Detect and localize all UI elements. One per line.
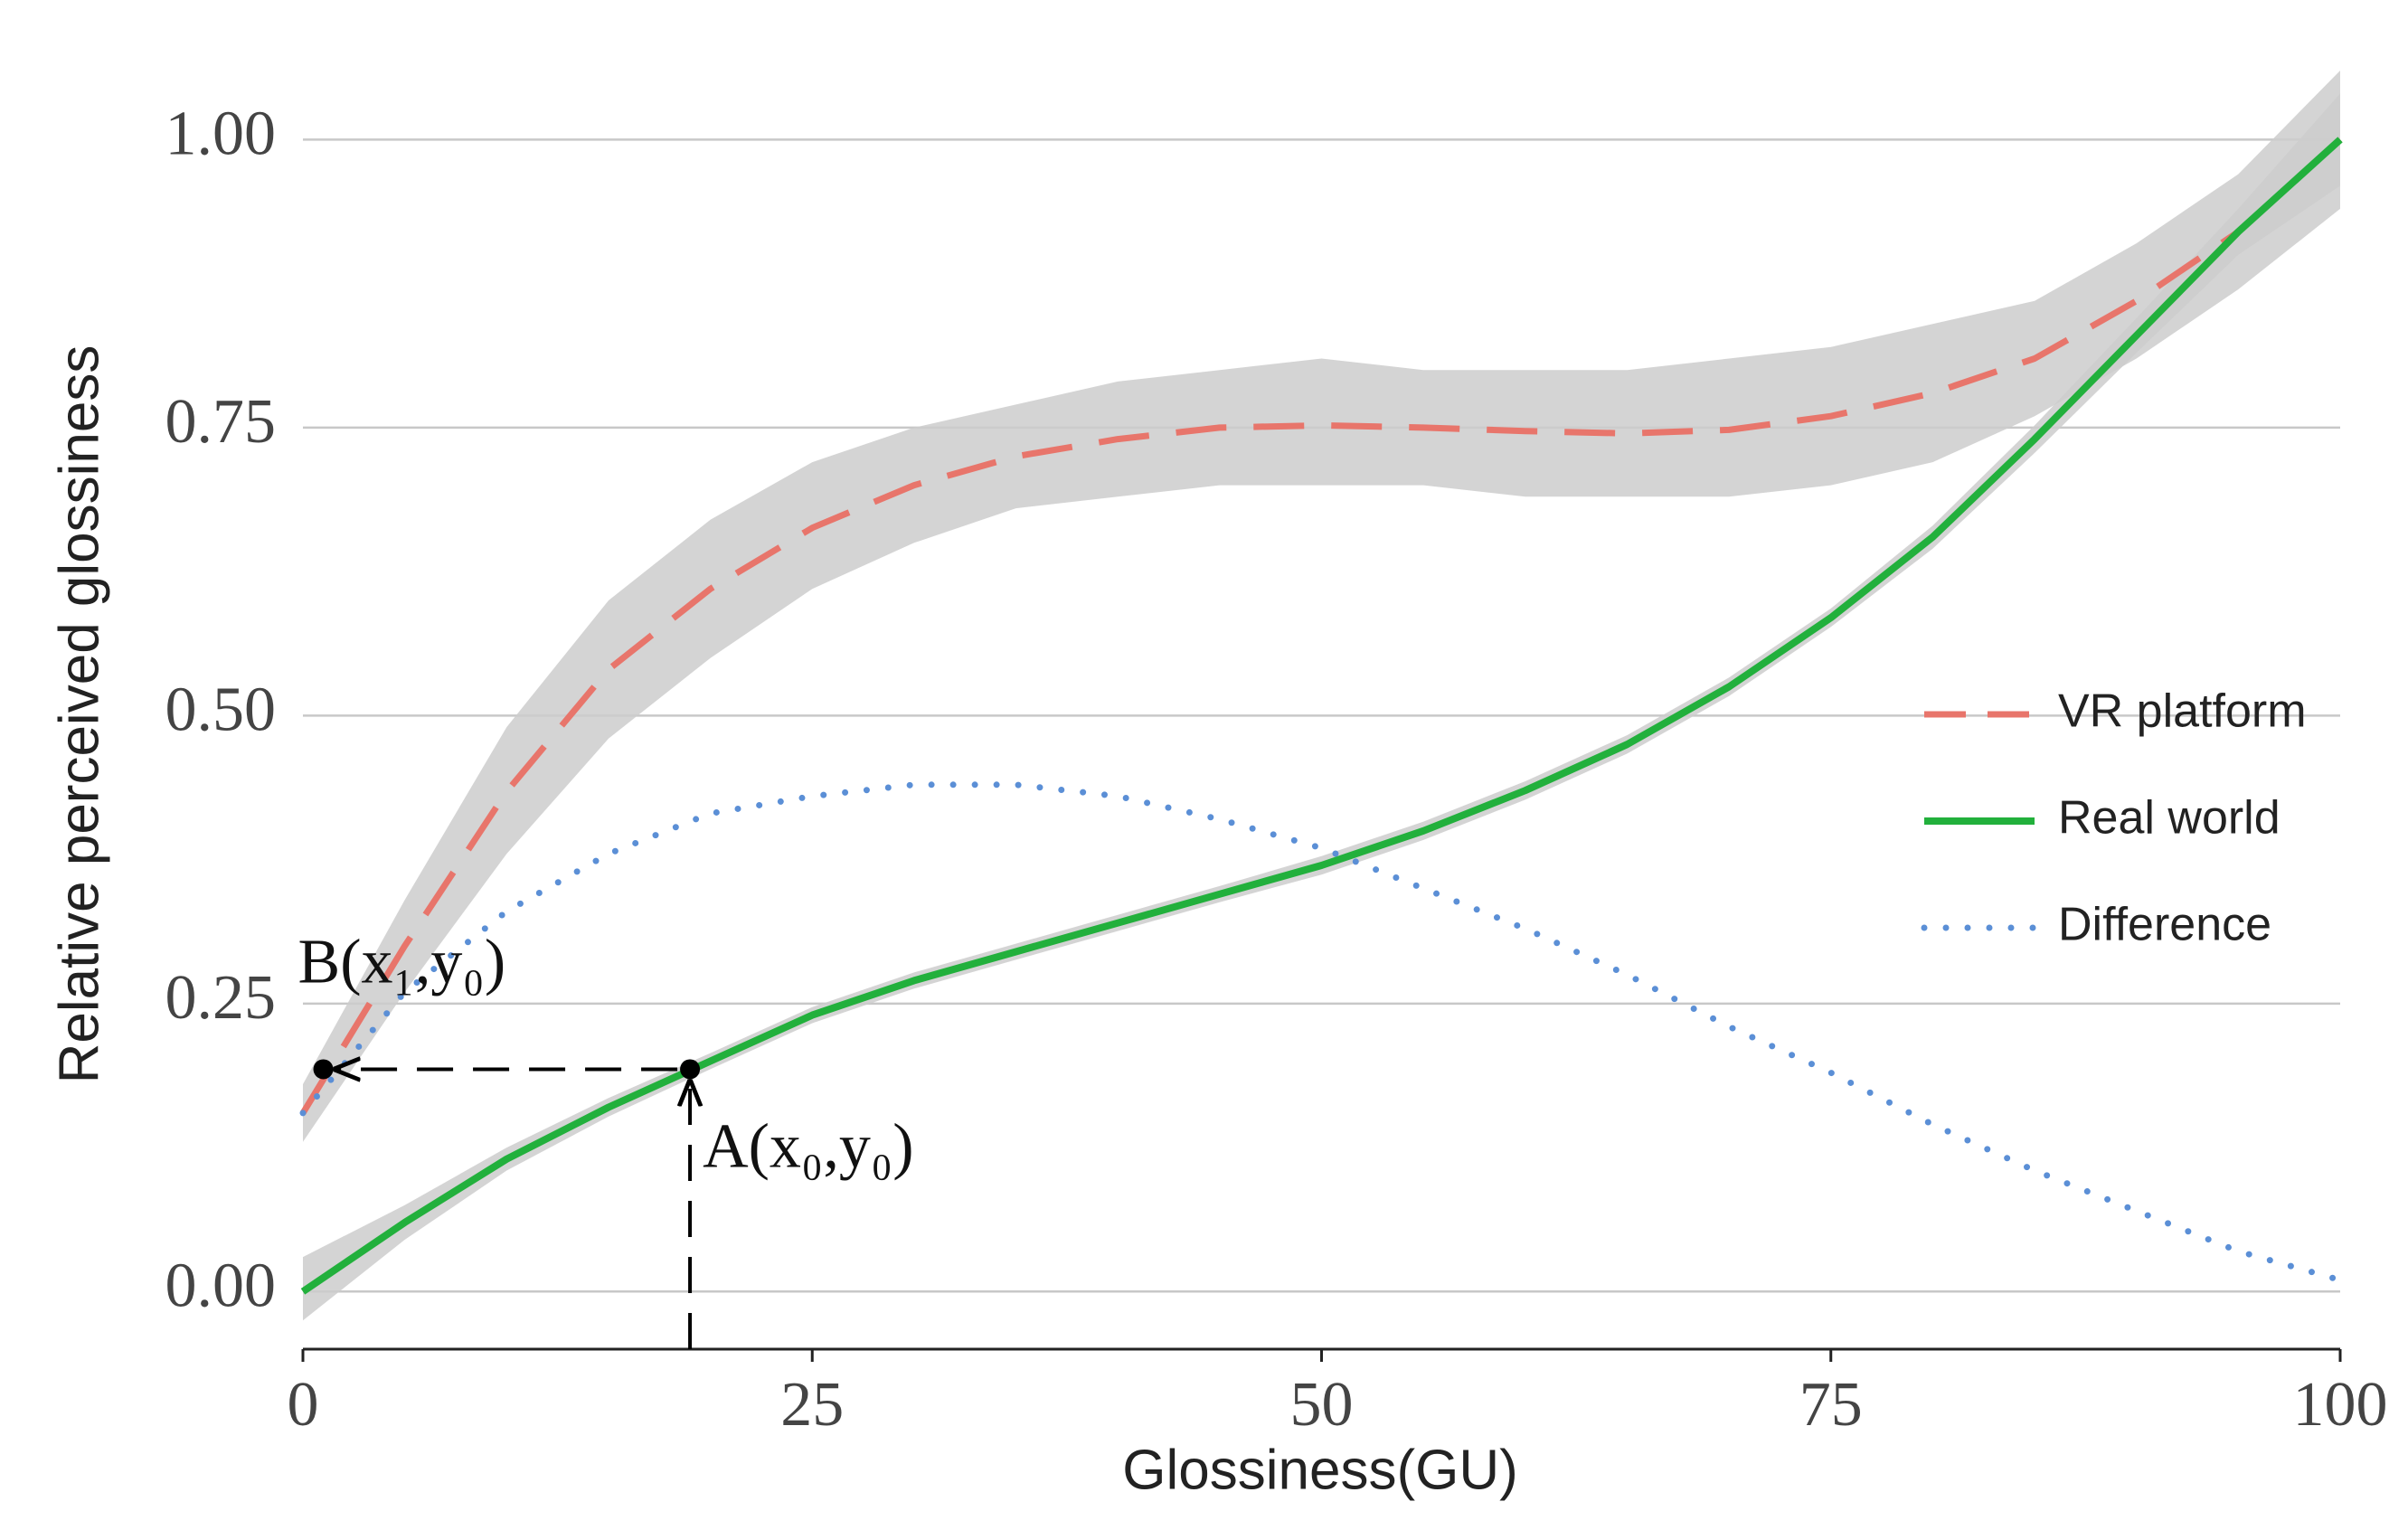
y-tick-label: 0.50 — [165, 675, 277, 744]
series-line — [300, 137, 2343, 1295]
x-axis-label: Glossiness(GU) — [1122, 1439, 1518, 1501]
x-tick-label: 100 — [2293, 1370, 2388, 1440]
series-line — [300, 137, 2343, 1115]
point-label: A(x₀,y₀) — [703, 1112, 913, 1182]
plot-area — [299, 71, 2344, 1321]
x-tick-label: 0 — [288, 1370, 319, 1440]
x-tick-label: 25 — [780, 1370, 844, 1440]
point — [680, 1059, 701, 1080]
point — [313, 1059, 334, 1080]
x-tick-label: 75 — [1799, 1370, 1863, 1440]
confidence-band — [303, 71, 2340, 1142]
legend-label: Real world — [2058, 792, 2281, 845]
y-tick-label: 1.00 — [165, 99, 277, 168]
y-tick-label: 0.25 — [165, 963, 277, 1033]
y-axis-label: Relative perceived glossiness — [48, 345, 110, 1084]
x-tick-label: 50 — [1290, 1370, 1354, 1440]
legend-label: Difference — [2058, 899, 2271, 951]
y-tick-label: 0.00 — [165, 1251, 277, 1320]
legend-label: VR platform — [2058, 685, 2307, 738]
point-label: B(x₁,y₀) — [298, 928, 506, 997]
y-tick-label: 0.75 — [165, 387, 277, 457]
